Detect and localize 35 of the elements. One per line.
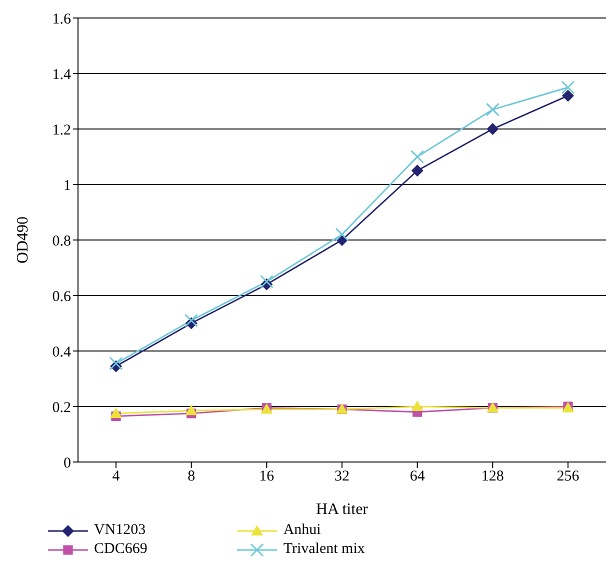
y-tick-label: 0.6 xyxy=(52,288,72,305)
x-axis-title: HA titer xyxy=(316,501,369,518)
y-tick-label: 0 xyxy=(64,455,71,472)
legend-label: VN1203 xyxy=(94,522,146,539)
x-tick-label: 64 xyxy=(410,468,426,485)
point xyxy=(260,274,274,288)
y-tick-label: 0.2 xyxy=(52,400,71,416)
legend-label: Anhui xyxy=(283,522,321,539)
point xyxy=(562,90,574,102)
y-tick-label: 0.8 xyxy=(52,233,71,250)
x-tick-label: 4 xyxy=(112,468,120,485)
x-tick-label: 128 xyxy=(481,468,504,485)
x-tick-label: 8 xyxy=(188,468,196,485)
point xyxy=(411,164,424,177)
point xyxy=(109,356,123,370)
point xyxy=(411,400,424,411)
legend-label: CDC669 xyxy=(94,541,148,558)
point xyxy=(561,80,575,94)
y-axis-title: OD490 xyxy=(14,216,32,264)
x-tick-label: 16 xyxy=(259,468,275,485)
y-tick-label: 0.4 xyxy=(52,344,72,360)
point xyxy=(335,228,349,242)
y-tick-label: 1 xyxy=(64,178,71,194)
legend-label: Trivalent mix xyxy=(283,541,365,558)
point xyxy=(410,150,424,164)
x-tick-label: 256 xyxy=(556,468,580,485)
y-tick-label: 1.6 xyxy=(52,11,72,28)
point xyxy=(486,123,499,135)
x-tick-label: 32 xyxy=(334,468,350,485)
point xyxy=(486,102,500,116)
y-tick-label: 1.4 xyxy=(52,66,72,83)
point xyxy=(110,407,122,418)
point xyxy=(184,314,198,328)
point xyxy=(185,404,198,416)
y-tick-label: 1.2 xyxy=(52,122,71,138)
